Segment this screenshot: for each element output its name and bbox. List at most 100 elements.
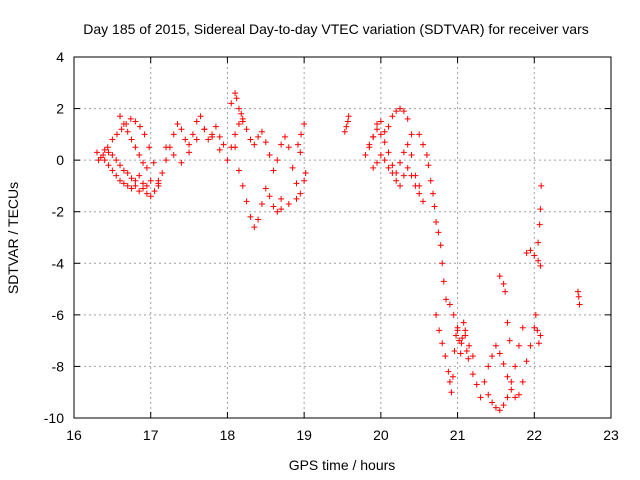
data-point [449,373,456,380]
data-point [453,332,460,339]
data-point [212,123,219,130]
data-point [243,126,250,133]
data-point [193,136,200,143]
data-point [506,337,513,344]
data-point [515,342,522,349]
data-point [170,151,177,158]
data-point [481,378,488,385]
data-point [443,296,450,303]
x-tick-label: 23 [603,427,619,443]
data-point [136,188,143,195]
data-point [535,239,542,246]
data-point [238,110,245,117]
data-point [400,108,407,115]
data-point [182,136,189,143]
data-point [377,131,384,138]
data-point [232,131,239,138]
data-point [216,133,223,140]
data-point [515,391,522,398]
data-point [120,121,127,128]
data-point [404,164,411,171]
data-point [519,378,526,385]
data-point [224,157,231,164]
data-point [381,157,388,164]
data-point [404,141,411,148]
data-point [408,131,415,138]
data-point [400,149,407,156]
data-point [459,335,466,342]
data-point [298,131,305,138]
data-point [500,280,507,287]
data-point [397,182,404,189]
data-point [341,128,348,135]
data-point [469,353,476,360]
data-point [445,368,452,375]
data-point [239,118,246,125]
data-point [385,149,392,156]
data-point [136,151,143,158]
y-tick-label: 0 [56,152,64,168]
data-point [532,311,539,318]
data-point [109,167,116,174]
data-point [140,159,147,166]
data-point [381,128,388,135]
data-point [143,182,150,189]
data-point [416,190,423,197]
y-axis-title: SDTVAR / TECUs [5,182,21,294]
data-point [178,159,185,166]
data-point [462,327,469,334]
data-point [389,162,396,169]
data-point [575,288,582,295]
data-point [124,182,131,189]
data-point [508,378,515,385]
data-point [163,157,170,164]
data-point [255,216,262,223]
y-tick-label: -10 [44,410,64,426]
grid [74,57,611,418]
data-point [389,113,396,120]
data-point [374,159,381,166]
data-point [531,252,538,259]
data-point [439,260,446,267]
data-point [412,182,419,189]
data-point [500,402,507,409]
data-point [193,118,200,125]
data-point [535,340,542,347]
data-point [274,157,281,164]
data-point [537,206,544,213]
data-point [281,133,288,140]
data-point [247,136,254,143]
plot-frame [73,56,612,419]
data-point [527,247,534,254]
data-point [385,123,392,130]
data-point [120,167,127,174]
data-point [132,182,139,189]
data-point [489,353,496,360]
data-point [576,301,583,308]
data-point [448,389,455,396]
y-tick-label: -6 [52,307,65,323]
data-point [496,350,503,357]
data-point [462,332,469,339]
data-point [492,342,499,349]
y-tick-label: -4 [52,255,65,271]
data-point [381,139,388,146]
data-point [523,249,530,256]
data-point [537,262,544,269]
data-point [370,133,377,140]
data-point [124,170,131,177]
x-tick-label: 22 [526,427,542,443]
data-point [136,123,143,130]
data-point [502,288,509,295]
data-point [285,200,292,207]
data-point [101,157,108,164]
x-tick-label: 19 [296,427,312,443]
data-point [512,363,519,370]
data-point [239,182,246,189]
x-tick-label: 18 [220,427,236,443]
data-point [189,131,196,138]
x-tick-label: 21 [450,427,466,443]
data-point [469,371,476,378]
data-point [216,146,223,153]
